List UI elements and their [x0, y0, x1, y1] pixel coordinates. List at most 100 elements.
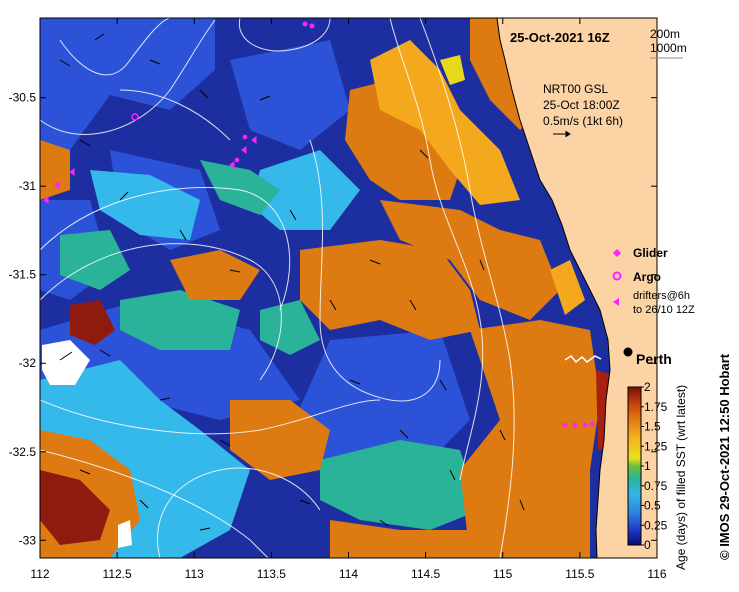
current-arrow [289, 209, 297, 221]
current-arrow [449, 469, 456, 481]
y-tick-label: -31.5 [9, 268, 37, 282]
contour-line [389, 18, 484, 481]
current-arrow [99, 349, 111, 357]
current-arrow [499, 429, 506, 441]
current-arrow [329, 299, 337, 311]
teal-patch [120, 290, 240, 350]
contour-line [119, 89, 231, 141]
drifter-legend-label-1: drifters@6h [633, 290, 690, 302]
argo-legend-icon [612, 271, 622, 281]
current-arrow [439, 379, 447, 391]
x-tick-label: 114 [339, 567, 358, 581]
y-tick-label: -32.5 [9, 445, 37, 459]
teal-patch [260, 300, 320, 355]
current-vectors [59, 33, 525, 531]
current-arrow [59, 351, 73, 361]
teal-patch [320, 440, 480, 530]
y-tick-label: -31 [19, 179, 37, 193]
colorbar-label: Age (days) of filled SST (wrt latest) [674, 385, 688, 570]
argo-marker [131, 113, 139, 121]
contour-line [309, 139, 441, 402]
colorbar-gradient [627, 386, 642, 546]
current-arrow [199, 527, 211, 531]
x-tick-label: 115.5 [565, 567, 594, 581]
current-arrow [79, 469, 91, 475]
orange-patch [300, 240, 480, 340]
blue-patch [230, 40, 350, 150]
orange-patch [330, 520, 470, 558]
white-gap-patch [42, 340, 90, 385]
x-axis: 112 112.5 113 113.5 114 114.5 115 115.5 116 [30, 18, 667, 581]
light-blue-patch [250, 150, 360, 230]
glider-marker [562, 422, 568, 428]
current-arrow [519, 499, 525, 511]
current-arrow [119, 191, 129, 201]
orange-patch [40, 140, 70, 200]
x-tick-label: 112.5 [103, 567, 132, 581]
orange-patch [230, 400, 330, 480]
drifter-marker [43, 196, 49, 204]
glider-legend-label: Glider [633, 246, 668, 260]
colorbar-tick-label: 0 [644, 538, 651, 552]
dark-red-patch [40, 470, 110, 545]
glider-legend-icon [613, 249, 621, 257]
map-title: 25-Oct-2021 16Z [510, 30, 610, 45]
drifter-marker [54, 181, 60, 189]
current-arrow [159, 397, 171, 401]
sst-age-field [40, 18, 612, 558]
land-mass [497, 18, 657, 558]
current-arrow [219, 439, 231, 447]
drifter-marker [241, 146, 247, 154]
glider-marker [242, 134, 248, 140]
current-arrow [259, 95, 271, 101]
marker-legend: Glider Argo drifters@6h to 26/10 12Z [612, 246, 695, 316]
drifter-legend-icon [613, 298, 619, 306]
colorbar-tick-label: 2 [644, 380, 651, 394]
contour-line [419, 18, 515, 558]
y-tick-label: -32 [19, 356, 37, 370]
light-orange-patch [550, 260, 585, 315]
colorbar-tick-label: 0.75 [644, 479, 668, 493]
current-arrow [79, 139, 91, 147]
teal-patch [200, 160, 280, 215]
glider-marker [234, 157, 240, 163]
contour-lines [40, 18, 515, 558]
contour-line [157, 467, 321, 558]
x-tick-label: 114.5 [411, 567, 440, 581]
glider-marker [302, 21, 308, 27]
y-axis: -30.5 -31 -31.5 -32 -32.5 -33 [9, 91, 657, 547]
contour-line [40, 243, 282, 381]
orange-patch [170, 250, 260, 300]
current-scale-label: 0.5m/s (1kt 6h) [543, 114, 623, 128]
colorbar-tick-label: 0.25 [644, 518, 668, 532]
current-arrow [149, 59, 161, 65]
colorbar-ticks: 0 0.25 0.5 0.75 1 1.25 1.5 1.75 2 [641, 380, 668, 552]
contour-line [40, 399, 381, 435]
orange-patch [460, 320, 600, 558]
colorbar-tick-label: 1.75 [644, 400, 668, 414]
depth-legend-1000m: 1000m [650, 41, 687, 55]
drifter-legend-label-2: to 26/10 12Z [633, 304, 695, 316]
current-arrow [94, 33, 105, 41]
perth-marker [623, 347, 633, 357]
coastline [496, 18, 611, 558]
colorbar: 0 0.25 0.5 0.75 1 1.25 1.5 1.75 2 Age (days) of … [627, 380, 688, 570]
credit-label: © IMOS 29-Oct-2021 12:50 Hobart [717, 353, 732, 560]
contour-line [59, 18, 171, 76]
drifter-marker [251, 136, 257, 144]
glider-marker [582, 422, 588, 428]
colorbar-tick-label: 1.5 [644, 420, 661, 434]
current-arrow [399, 429, 409, 439]
dark-red-patch [70, 300, 115, 345]
observation-markers [43, 21, 595, 428]
blue-patch [40, 18, 215, 160]
colorbar-tick-label: 1.25 [644, 439, 668, 453]
perth-river [564, 355, 602, 364]
current-arrow [409, 299, 417, 311]
colorbar-tick-label: 1 [644, 459, 651, 473]
current-arrow [379, 519, 389, 527]
current-scale-arrow [553, 130, 571, 138]
depth-legend-200m: 200m [650, 27, 680, 41]
x-tick-label: 115 [493, 567, 512, 581]
